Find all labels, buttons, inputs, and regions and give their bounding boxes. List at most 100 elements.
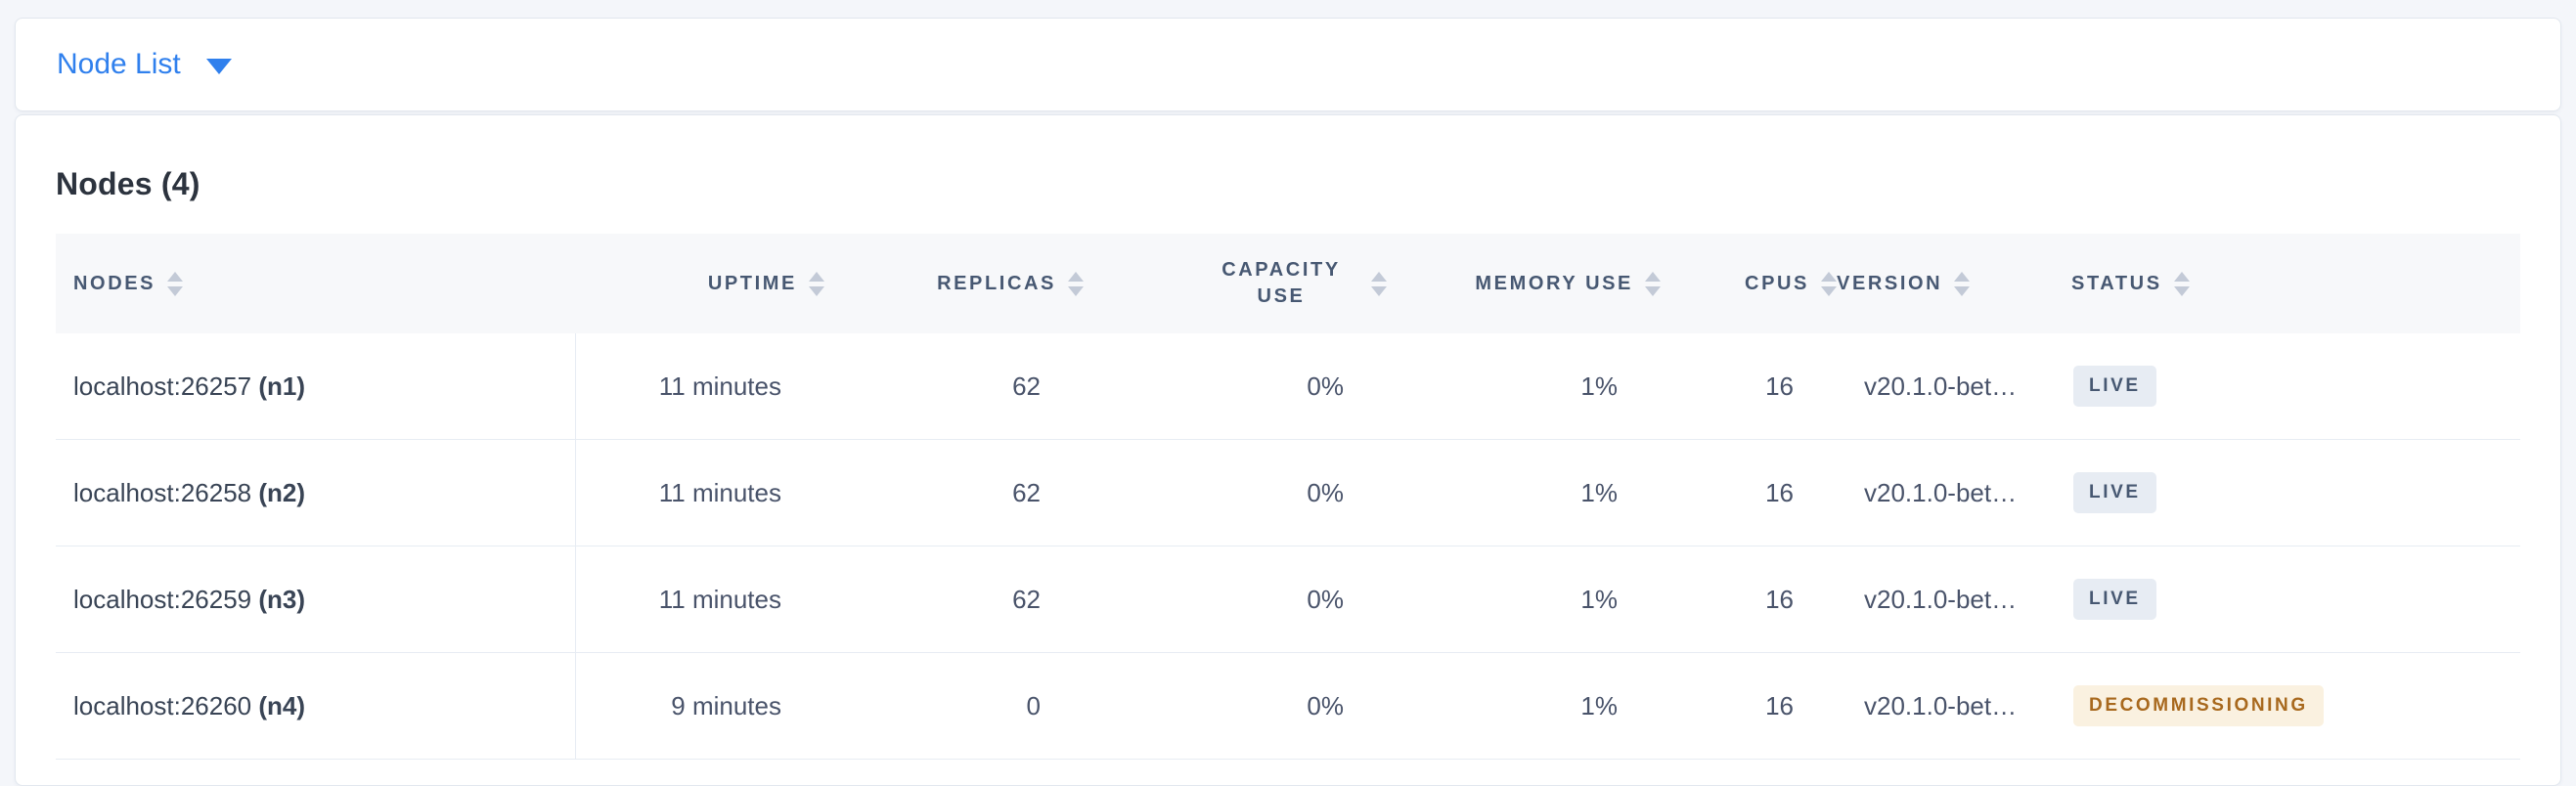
node-address-link[interactable]: localhost:26260 (n4) [73,691,305,720]
cell-version: v20.1.0-bet… [1837,546,2071,653]
cell-nodes: localhost:26257 (n1) [56,333,576,440]
cell-version: v20.1.0-bet… [1837,333,2071,440]
caret-up-icon [1954,271,1971,282]
node-address: localhost:26260 [73,690,259,720]
cell-capacity: 0% [1084,439,1387,546]
caret-down-icon [1954,285,1971,296]
column-label-memory: MEMORY USE [1475,272,1633,294]
column-label-uptime: UPTIME [707,272,797,294]
column-header-replicas[interactable]: REPLICAS [824,234,1084,333]
node-address: localhost:26258 [73,477,259,507]
node-address: localhost:26257 [73,371,259,401]
status-badge: DECOMMISSIONING [2073,685,2324,726]
cell-replicas: 62 [824,439,1084,546]
cell-cpus: 16 [1661,333,1837,440]
column-label-nodes: NODES [73,272,156,294]
table-row: localhost:26259 (n3) 11 minutes 62 0% 1% 16 v2… [56,546,2520,653]
caret-down-icon [1371,285,1387,296]
cell-uptime: 9 minutes [575,652,824,760]
cell-status: LIVE [2071,546,2520,653]
cell-memory: 1% [1387,652,1661,760]
sort-icon[interactable] [809,271,824,296]
column-header-uptime[interactable]: UPTIME [575,234,824,333]
cell-uptime: 11 minutes [575,439,824,546]
page-title: Nodes (4) [56,166,200,201]
sort-icon[interactable] [1954,271,1971,296]
view-selector-dropdown[interactable]: Node List [57,48,232,81]
column-label-status: STATUS [2071,272,2162,294]
sort-icon[interactable] [1068,271,1084,296]
nodes-table: NODES UPTIME REPLICAS CAPACITY USE MEMORY US… [56,234,2520,760]
cell-cpus: 16 [1661,652,1837,760]
cell-version: v20.1.0-bet… [1837,652,2071,760]
caret-down-icon [1645,285,1661,296]
sort-icon[interactable] [1821,271,1837,296]
column-label-version: VERSION [1837,272,1943,294]
column-header-nodes[interactable]: NODES [56,234,575,333]
node-address: localhost:26259 [73,584,259,614]
caret-up-icon [809,271,824,282]
cell-cpus: 16 [1661,439,1837,546]
caret-up-icon [1068,271,1084,282]
node-id: (n3) [258,584,306,614]
status-badge: LIVE [2073,366,2156,407]
caret-down-icon [809,285,824,296]
nodes-card: Nodes (4) NODES UPTIME REPLICAS CAPACITY US… [15,114,2561,786]
status-badge: LIVE [2073,579,2156,620]
cell-status: DECOMMISSIONING [2071,652,2520,760]
column-label-cpus: CPUS [1745,272,1809,294]
cell-replicas: 62 [824,333,1084,440]
caret-up-icon [2173,271,2190,282]
node-address-link[interactable]: localhost:26258 (n2) [73,478,305,507]
column-header-status[interactable]: STATUS [2071,234,2520,333]
column-label-replicas: REPLICAS [937,272,1056,294]
cell-uptime: 11 minutes [575,333,824,440]
node-address-link[interactable]: localhost:26259 (n3) [73,585,305,614]
caret-down-icon [205,59,232,74]
caret-up-icon [167,271,184,282]
column-header-cpus[interactable]: CPUS [1661,234,1837,333]
cell-memory: 1% [1387,333,1661,440]
cell-version: v20.1.0-bet… [1837,439,2071,546]
node-id: (n1) [258,371,306,401]
sort-icon[interactable] [1645,271,1661,296]
cell-uptime: 11 minutes [575,546,824,653]
caret-down-icon [1068,285,1084,296]
column-header-capacity[interactable]: CAPACITY USE [1084,234,1387,333]
cell-nodes: localhost:26260 (n4) [56,652,576,760]
cell-status: LIVE [2071,439,2520,546]
cell-status: LIVE [2071,333,2520,440]
caret-down-icon [1821,285,1837,296]
node-id: (n2) [258,477,306,507]
cell-memory: 1% [1387,439,1661,546]
caret-down-icon [2173,285,2190,296]
caret-up-icon [1371,271,1387,282]
column-header-version[interactable]: VERSION [1837,234,2071,333]
view-selector-label: Node List [57,48,181,80]
cell-replicas: 0 [824,652,1084,760]
caret-down-icon [167,285,184,296]
status-badge: LIVE [2073,472,2156,513]
sort-icon[interactable] [1371,271,1387,296]
table-row: localhost:26260 (n4) 9 minutes 0 0% 1% 16 v20.… [56,652,2520,760]
cell-capacity: 0% [1084,652,1387,760]
table-header-row: NODES UPTIME REPLICAS CAPACITY USE MEMORY US… [56,234,2520,333]
column-header-memory[interactable]: MEMORY USE [1387,234,1661,333]
cell-replicas: 62 [824,546,1084,653]
cell-cpus: 16 [1661,546,1837,653]
node-id: (n4) [258,690,306,720]
cell-memory: 1% [1387,546,1661,653]
sort-icon[interactable] [167,271,184,296]
column-label-capacity: CAPACITY USE [1221,259,1341,307]
node-address-link[interactable]: localhost:26257 (n1) [73,371,305,401]
cell-capacity: 0% [1084,333,1387,440]
caret-up-icon [1645,271,1661,282]
cell-nodes: localhost:26259 (n3) [56,546,576,653]
caret-up-icon [1821,271,1837,282]
sort-icon[interactable] [2173,271,2190,296]
cell-capacity: 0% [1084,546,1387,653]
table-row: localhost:26257 (n1) 11 minutes 62 0% 1% 16 v2… [56,333,2520,440]
view-selector-card: Node List [15,18,2561,111]
cell-nodes: localhost:26258 (n2) [56,439,576,546]
